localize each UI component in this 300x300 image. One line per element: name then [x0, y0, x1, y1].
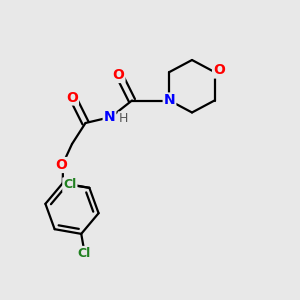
Text: N: N — [164, 94, 175, 107]
Text: O: O — [213, 64, 225, 77]
Text: H: H — [118, 112, 128, 125]
Text: O: O — [56, 158, 68, 172]
Text: O: O — [66, 91, 78, 104]
Text: Cl: Cl — [63, 178, 76, 191]
Text: Cl: Cl — [78, 247, 91, 260]
Text: O: O — [112, 68, 124, 82]
Text: N: N — [104, 110, 115, 124]
